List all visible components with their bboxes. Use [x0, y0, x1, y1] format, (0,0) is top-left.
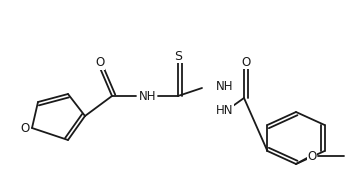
Text: O: O: [95, 56, 105, 70]
Text: O: O: [21, 121, 30, 135]
Text: HN: HN: [216, 103, 234, 116]
Text: S: S: [174, 49, 182, 63]
Text: NH: NH: [139, 89, 157, 102]
Text: O: O: [307, 149, 316, 162]
Text: NH: NH: [216, 79, 234, 93]
Text: O: O: [241, 56, 251, 68]
